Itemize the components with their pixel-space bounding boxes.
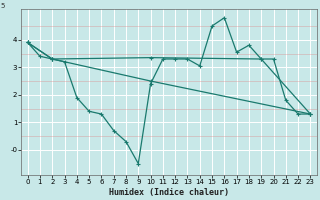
Text: 5: 5 <box>1 3 5 9</box>
X-axis label: Humidex (Indice chaleur): Humidex (Indice chaleur) <box>109 188 229 197</box>
